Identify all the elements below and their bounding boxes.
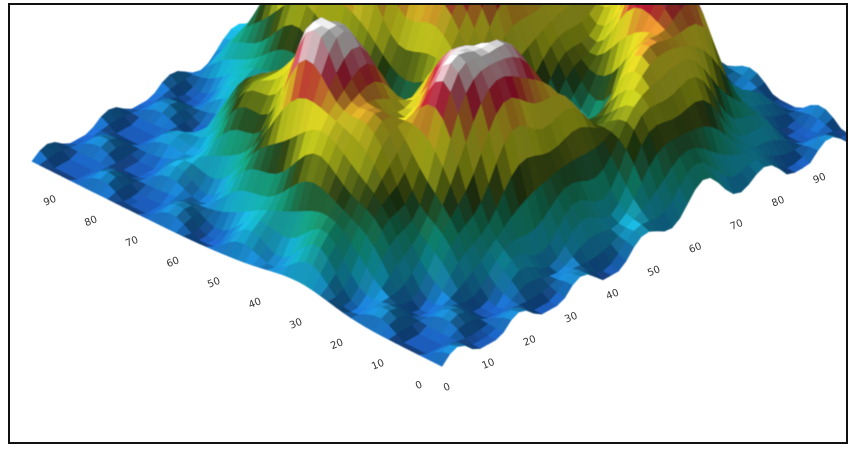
x-tick-label: 70 [729, 218, 745, 233]
x-tick-label: 80 [770, 195, 786, 210]
x-tick-label: 20 [522, 334, 538, 349]
x-tick-label: 50 [646, 264, 662, 279]
x-tick-label: 40 [605, 287, 621, 302]
y-tick-label: 50 [206, 276, 222, 291]
surface-plot: 010203040506070809010 010203040506070809… [31, 5, 846, 394]
x-tick-label: 90 [812, 171, 828, 186]
surface-mesh [31, 5, 846, 367]
surface-cell [462, 5, 471, 14]
surface-cell [661, 5, 668, 10]
surface-cell [494, 5, 502, 12]
y-tick-label: 80 [83, 214, 99, 229]
x-tick-label: 10 [480, 357, 496, 372]
y-tick-label: 40 [247, 296, 263, 311]
y-tick-label: 30 [288, 317, 304, 332]
y-tick-label: 20 [329, 337, 345, 352]
surface-cell [433, 351, 451, 367]
chart-frame: 010203040506070809010 010203040506070809… [8, 3, 848, 444]
y-tick-label: 60 [165, 255, 181, 270]
x-tick-label: 60 [687, 241, 703, 256]
y-tick-label: 90 [42, 194, 58, 209]
y-tick-label: 10 [370, 358, 386, 373]
y-axis-ticks: 0 10 20 30 40 50 60 70 80 90 [42, 194, 424, 392]
surface-cell [611, 5, 615, 8]
x-tick-label: 30 [563, 311, 579, 326]
y-tick-label: 70 [124, 235, 140, 250]
y-tick-label: 0 [414, 379, 424, 392]
surface-cell [479, 5, 484, 10]
x-tick-label: 0 [442, 381, 452, 394]
surface-cell [677, 5, 686, 11]
x-axis-ticks: 010203040506070809010 [442, 171, 828, 394]
